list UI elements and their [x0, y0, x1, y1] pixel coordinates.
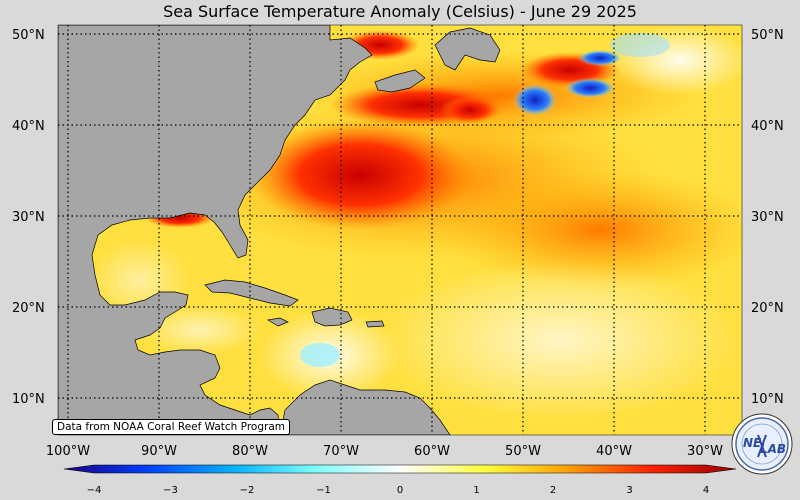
ocean-anomaly-field [58, 25, 742, 435]
lon-labels: 100°W 90°W 80°W 70°W 60°W 50°W 40°W 30°W [46, 444, 723, 459]
cuba-land [204, 279, 299, 307]
graticule [58, 25, 742, 435]
nova-scotia-land [374, 69, 426, 93]
lat-label: 30°N [751, 210, 784, 225]
logo-text-lab: LAB [760, 442, 786, 456]
lon-label: 70°W [323, 444, 359, 459]
colorbar-tick-label: 4 [703, 485, 709, 496]
colorbar-tick-label: −2 [240, 485, 255, 496]
colorbar-ticks: −4 −3 −2 −1 0 1 2 3 4 [87, 485, 710, 496]
lat-label: 10°N [751, 392, 784, 407]
colorbar: −4 −3 −2 −1 0 1 2 3 4 [63, 464, 737, 496]
landmass [58, 25, 501, 435]
lon-label: 100°W [46, 444, 90, 459]
lat-label: 20°N [751, 301, 784, 316]
colorbar-tick-label: −1 [316, 485, 331, 496]
lat-label: 40°N [751, 119, 784, 134]
lat-label: 40°N [12, 119, 45, 134]
colorbar-bar [63, 464, 737, 474]
lon-label: 90°W [141, 444, 177, 459]
lat-labels-left: 50°N 40°N 30°N 20°N 10°N [12, 28, 45, 407]
logo-text-ne: NE [743, 436, 762, 450]
lat-labels-right: 50°N 40°N 30°N 20°N 10°N [751, 28, 784, 407]
north-america-land [58, 25, 373, 435]
colorbar-tick-label: 1 [473, 485, 479, 496]
lat-label: 10°N [12, 392, 45, 407]
lon-label: 50°W [505, 444, 541, 459]
colorbar-tick-label: 3 [626, 485, 632, 496]
lon-label: 40°W [596, 444, 632, 459]
newfoundland-land [434, 27, 501, 71]
nexlab-logo: NE LAB [731, 413, 793, 475]
hispaniola-land [311, 307, 353, 327]
lat-label: 50°N [12, 28, 45, 43]
colorbar-tick-label: 2 [550, 485, 556, 496]
jamaica-land [267, 317, 289, 327]
lat-label: 20°N [12, 301, 45, 316]
colorbar-tick-label: −4 [87, 485, 102, 496]
lon-label: 30°W [687, 444, 723, 459]
map-title: Sea Surface Temperature Anomaly (Celsius… [163, 2, 637, 21]
lon-label: 80°W [232, 444, 268, 459]
south-america-land [279, 379, 451, 435]
lat-label: 30°N [12, 210, 45, 225]
data-credit: Data from NOAA Coral Reef Watch Program [52, 419, 290, 435]
puerto-rico-land [365, 320, 385, 328]
lat-label: 50°N [751, 28, 784, 43]
lon-label: 60°W [414, 444, 450, 459]
colorbar-tick-label: 0 [397, 485, 403, 496]
colorbar-tick-label: −3 [163, 485, 178, 496]
